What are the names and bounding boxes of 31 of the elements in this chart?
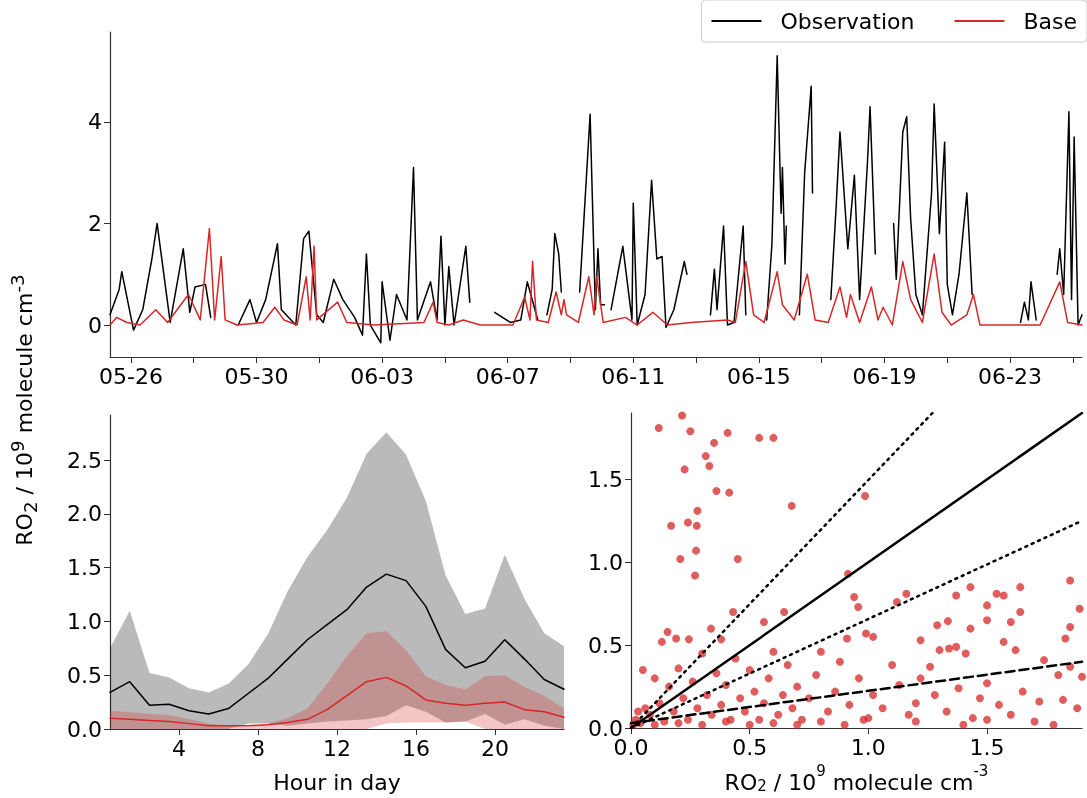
x-tick-label: 1.0 [850,734,886,760]
x-axis-title: Hour in day [273,769,401,795]
y-tick-label: 0.0 [67,716,102,742]
x-tick-label: 06-19 [852,363,917,389]
y-tick-label: 1.5 [588,466,623,492]
x-tick-label: 1.5 [969,734,1005,760]
x-tick-label: 20 [480,735,509,761]
x-tick-label: 05-26 [98,363,163,389]
x-tick-label: 12 [323,735,351,761]
x-tick-label: 05-30 [224,363,289,389]
x-tick-label: 16 [401,735,430,761]
x-tick-label: 8 [251,735,266,761]
y-tick-label: 1.0 [67,608,102,634]
y-tick-label: 1.0 [588,549,623,575]
y-tick-label: 2 [88,210,102,236]
y-tick-label: 0 [88,312,102,338]
x-tick-label: 06-23 [978,363,1043,389]
legend-label: Base [1023,8,1078,34]
x-tick-label: 0.5 [732,734,768,760]
y-tick-label: 2.5 [67,447,102,473]
x-tick-label: 06-03 [350,363,415,389]
y-tick-label: 0.5 [588,632,623,658]
y-tick-label: 2.0 [67,501,102,527]
x-tick-label: 06-11 [601,363,666,389]
x-tick-label: 06-15 [726,363,791,389]
y-tick-label: 0.5 [67,662,102,688]
y-tick-label: 4 [88,109,102,135]
legend-label: Observation [780,8,915,34]
x-tick-label: 06-07 [475,363,540,389]
x-tick-label: 4 [172,735,187,761]
y-tick-label: 1.5 [67,555,102,581]
